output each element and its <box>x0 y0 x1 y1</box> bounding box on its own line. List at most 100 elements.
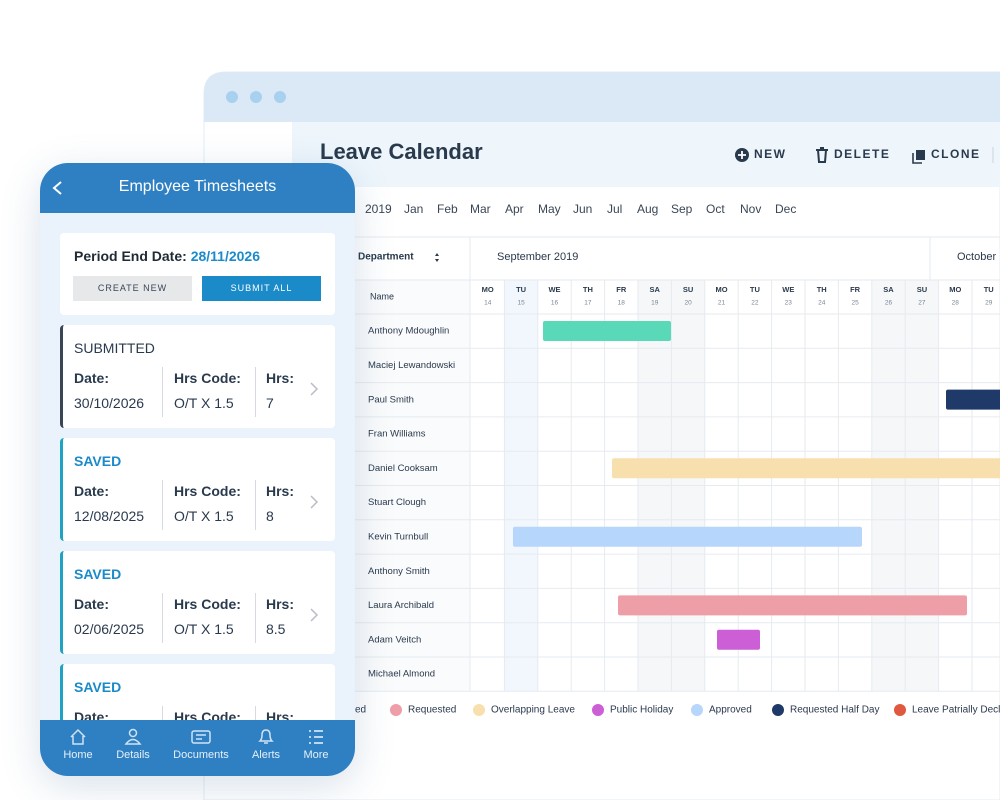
action-button[interactable]: NEW <box>754 147 787 161</box>
legend-dot <box>894 704 906 716</box>
weekday-label: SU <box>683 285 693 294</box>
month-tab[interactable]: Sep <box>671 202 693 216</box>
legend-dot <box>772 704 784 716</box>
nav-label: More <box>303 749 329 761</box>
field-label: Hrs: <box>266 483 295 499</box>
day-date: 25 <box>851 300 859 307</box>
month-tab[interactable]: Aug <box>637 202 658 216</box>
nav-item[interactable]: Documents <box>166 720 236 776</box>
month-tab[interactable]: Mar <box>470 202 491 216</box>
weekday-label: TH <box>583 285 593 294</box>
month-tab[interactable]: Jun <box>573 202 592 216</box>
nav-label: Home <box>63 749 93 761</box>
employee-name: Paul Smith <box>368 394 414 405</box>
legend-dot <box>390 704 402 716</box>
status-label: SAVED <box>74 566 122 582</box>
day-date: 24 <box>818 300 826 307</box>
period-card: Period End Date: 28/11/2026 CREATE NEW S… <box>60 233 335 315</box>
timesheet-card[interactable]: SAVED Date: Hrs Code: Hrs: 12/08/2025 O/T X 1… <box>60 438 335 541</box>
page-title: Leave Calendar <box>320 139 483 164</box>
action-button[interactable]: DELETE <box>834 147 890 161</box>
leave-bar[interactable] <box>513 526 862 547</box>
month-tab[interactable]: Jul <box>607 202 622 216</box>
employee-name: Anthony Smith <box>368 566 430 577</box>
legend-label: Requested <box>408 705 456 716</box>
month-tab[interactable]: Apr <box>505 202 524 216</box>
nav-label: Details <box>116 749 150 761</box>
bottom-nav: Home Details Documents Alerts More <box>40 720 355 776</box>
month-header: October <box>957 251 996 263</box>
nav-label: Alerts <box>251 749 281 761</box>
app-header: Employee Timesheets <box>40 163 355 213</box>
leave-bar[interactable] <box>543 321 671 341</box>
timesheet-card[interactable]: SUBMITTED Date: Hrs Code: Hrs: 30/10/2026 O/T… <box>60 325 335 428</box>
window-dot <box>226 91 238 103</box>
field-label: Date: <box>74 370 110 386</box>
day-date: 29 <box>985 300 993 307</box>
status-label: SUBMITTED <box>74 340 155 356</box>
field-label: Hrs: <box>266 370 295 386</box>
field-value: 02/06/2025 <box>74 621 145 637</box>
month-tab[interactable]: Oct <box>706 202 725 216</box>
leave-bar[interactable] <box>618 595 967 616</box>
field-value: 8.5 <box>266 621 286 637</box>
day-date: 26 <box>885 300 893 307</box>
department-header: Department <box>358 252 414 263</box>
field-divider <box>162 593 163 643</box>
period-label-text: Period End Date: <box>74 248 187 264</box>
legend-label: Approved <box>709 705 752 716</box>
timesheet-card[interactable]: SAVED Date: Hrs Code: Hrs: 02/06/2025 O/T X 1… <box>60 551 335 654</box>
day-date: 28 <box>952 300 960 307</box>
field-label: Hrs: <box>266 596 295 612</box>
nav-item[interactable]: Alerts <box>231 720 301 776</box>
app-title: Employee Timesheets <box>118 178 277 195</box>
submit-all-button[interactable]: SUBMIT ALL <box>202 276 321 301</box>
nav-label: Documents <box>173 749 229 761</box>
chevron <box>309 381 319 397</box>
month-tab[interactable]: May <box>538 202 561 216</box>
status-label: SAVED <box>74 679 122 695</box>
weekday-label: SA <box>883 285 894 294</box>
nav-item[interactable]: Details <box>98 720 168 776</box>
weekday-label: FR <box>850 285 861 294</box>
month-tab[interactable]: Nov <box>740 202 761 216</box>
month-tab[interactable]: Jan <box>404 202 423 216</box>
field-value: O/T X 1.5 <box>174 508 234 524</box>
day-date: 14 <box>484 300 492 307</box>
employee-name: Fran Williams <box>368 429 426 440</box>
legend-label: ed <box>355 705 366 716</box>
weekday-label: TU <box>984 285 994 294</box>
nav-item[interactable]: Home <box>43 720 113 776</box>
legend-dot <box>691 704 703 716</box>
employee-name: Michael Almond <box>368 669 435 680</box>
field-label: Hrs Code: <box>174 596 241 612</box>
employee-name: Anthony Mdoughlin <box>368 326 449 337</box>
clone-icon <box>916 150 925 160</box>
weekday-label: MO <box>949 285 961 294</box>
back-button[interactable] <box>51 180 65 196</box>
leave-bar[interactable] <box>946 389 1000 410</box>
delete-icon <box>816 147 828 163</box>
field-divider <box>162 480 163 530</box>
nav-icon <box>191 727 211 747</box>
field-divider <box>255 367 256 417</box>
weekday-label: MO <box>482 285 494 294</box>
day-date: 20 <box>684 300 692 307</box>
header-band <box>292 122 1000 187</box>
weekday-label: WE <box>548 285 560 294</box>
leave-bar[interactable] <box>717 629 760 650</box>
weekday-label: TH <box>817 285 827 294</box>
weekday-label: SU <box>917 285 927 294</box>
day-date: 19 <box>651 300 659 307</box>
legend-label: Overlapping Leave <box>491 705 575 716</box>
month-tab[interactable]: Dec <box>775 202 796 216</box>
month-tab[interactable]: Feb <box>437 202 458 216</box>
create-new-button[interactable]: CREATE NEW <box>73 276 192 301</box>
nav-item[interactable]: More <box>281 720 351 776</box>
leave-bar[interactable] <box>612 458 1000 479</box>
legend-label: Leave Patrially Decl <box>912 705 1000 716</box>
field-divider <box>255 480 256 530</box>
action-button[interactable]: CLONE <box>931 147 981 161</box>
field-value: 30/10/2026 <box>74 395 145 411</box>
